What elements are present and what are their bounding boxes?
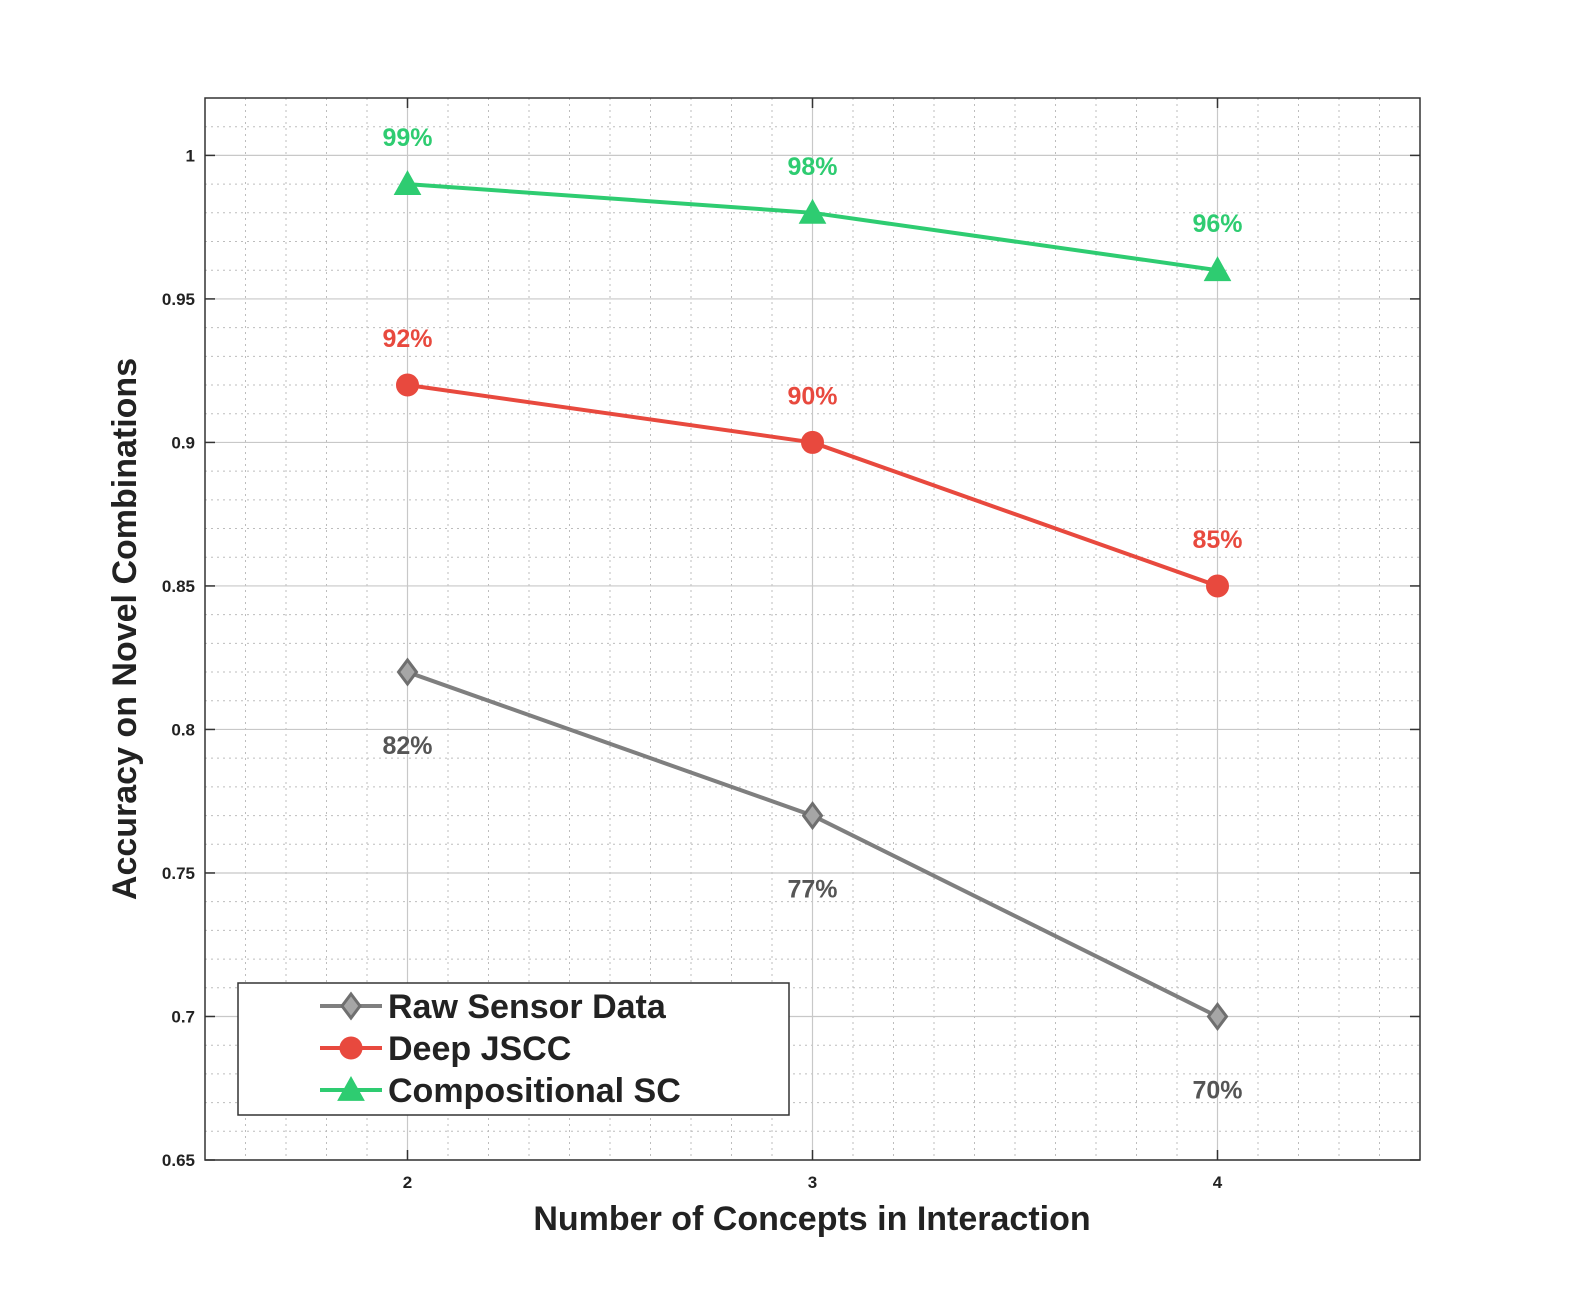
y-tick-label: 0.7 (171, 1007, 195, 1026)
legend: Raw Sensor Data Deep JSCC Compositional SC (237, 982, 790, 1116)
data-label: 96% (1192, 210, 1242, 238)
data-label: 77% (787, 876, 837, 904)
y-tick-label: 0.85 (162, 577, 195, 596)
legend-items: Raw Sensor Data Deep JSCC Compositional SC (320, 988, 681, 1110)
data-labels: 82% 77% 70% 92% 90% 85% 99% 98% 96% (382, 124, 1242, 1104)
data-point-triangle (393, 170, 422, 196)
legend-label: Compositional SC (388, 1072, 681, 1110)
y-tick-label: 0.8 (171, 720, 195, 739)
y-tick-label: 1 (186, 146, 195, 165)
legend-marker-circle (339, 1036, 363, 1060)
legend-marker-triangle (337, 1075, 365, 1101)
y-tick-label: 0.75 (162, 864, 195, 883)
legend-marker-diamond (340, 991, 362, 1021)
x-tick-label: 3 (808, 1173, 817, 1192)
x-tick-label: 4 (1213, 1173, 1223, 1192)
series-markers (393, 170, 1232, 1031)
data-point-diamond (801, 801, 824, 831)
legend-label: Raw Sensor Data (388, 988, 667, 1026)
y-tick-label: 0.9 (171, 433, 195, 452)
data-point-triangle (1203, 256, 1232, 282)
data-point-circle (1206, 574, 1229, 598)
x-tick-label: 2 (403, 1173, 412, 1192)
data-point-triangle (798, 198, 827, 224)
data-point-diamond (1206, 1001, 1229, 1031)
data-label: 85% (1192, 526, 1242, 554)
data-point-circle (801, 430, 824, 454)
x-axis-label: Number of Concepts in Interaction (533, 1200, 1090, 1238)
data-label: 90% (787, 382, 837, 410)
y-tick-labels: 0.65 0.7 0.75 0.8 0.85 0.9 0.95 1 (162, 146, 195, 1170)
data-point-circle (396, 373, 419, 397)
x-tick-labels: 2 3 4 (403, 1173, 1223, 1192)
data-label: 92% (382, 325, 432, 353)
y-tick-label: 0.95 (162, 290, 195, 309)
data-label: 98% (787, 153, 837, 181)
legend-label: Deep JSCC (388, 1030, 571, 1068)
data-point-diamond (396, 657, 419, 687)
plot-frame (204, 97, 1421, 1161)
y-tick-label: 0.65 (162, 1151, 195, 1170)
data-label: 70% (1192, 1076, 1242, 1104)
data-label: 99% (382, 124, 432, 152)
data-label: 82% (382, 732, 432, 760)
y-axis-label: Accuracy on Novel Combinations (106, 358, 144, 900)
